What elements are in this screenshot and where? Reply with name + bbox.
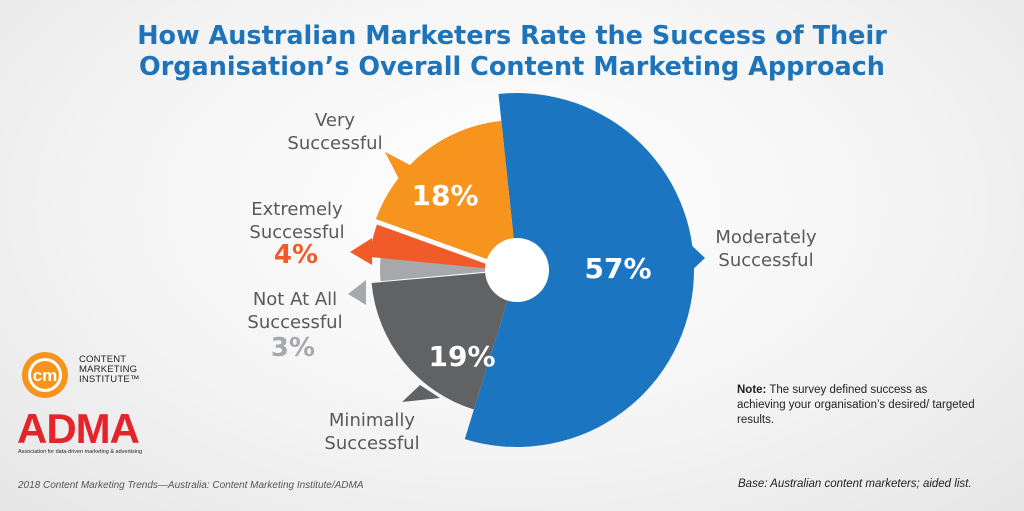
survey-note: Note: The survey defined success as achi…	[737, 383, 977, 428]
value-label-2: 3%	[271, 333, 315, 363]
title-line-1: How Australian Marketers Rate the Succes…	[137, 21, 887, 51]
base-text: Base: Australian content marketers; aide…	[738, 478, 972, 490]
pie-slice-1	[371, 270, 517, 410]
category-label-1-1: Successful	[324, 433, 419, 454]
cmi-line-1: CONTENT	[79, 354, 127, 365]
pie-slice-4	[375, 120, 517, 270]
value-label-3: 4%	[274, 240, 318, 270]
category-label-4-1: Successful	[287, 133, 382, 154]
category-label-2-1: Successful	[247, 312, 342, 333]
cmi-line-3: INSTITUTE™	[79, 374, 140, 385]
source-text: 2018 Content Marketing Trends—Australia:…	[18, 480, 364, 491]
pointer-notatall	[348, 280, 366, 305]
category-label-4-0: Very	[315, 110, 355, 131]
category-label-3-0: Extremely	[251, 199, 343, 220]
pointer-extremely	[350, 238, 372, 265]
pie-center-hole	[485, 238, 549, 302]
chart-title: How Australian Marketers Rate the Succes…	[0, 21, 1024, 83]
category-label-2-0: Not At All	[253, 289, 337, 310]
pie-slice-0	[464, 93, 694, 448]
adma-tagline: Association for data-driven marketing & …	[18, 449, 143, 455]
value-label-1: 19%	[428, 340, 495, 373]
value-label-4: 18%	[411, 179, 478, 212]
cmi-mark: cm	[33, 366, 58, 385]
pointer-moderately	[688, 242, 705, 274]
category-label-0-0: Moderately	[715, 227, 817, 248]
pie-slice-2	[379, 257, 505, 282]
note-bold: Note:	[737, 384, 767, 396]
adma-logo: ADMA	[17, 405, 140, 452]
category-label-0-1: Successful	[718, 250, 813, 271]
title-line-2: Organisation’s Overall Content Marketing…	[139, 52, 885, 82]
pie-slice-3	[369, 224, 503, 270]
note-text: The survey defined success as achieving …	[737, 384, 975, 426]
cmi-line-2: MARKETING	[79, 364, 138, 375]
cmi-logo-text: CONTENT MARKETING INSTITUTE™	[79, 355, 140, 385]
cmi-logo-icon: cm	[22, 352, 68, 398]
category-label-1-0: Minimally	[329, 410, 416, 431]
value-label-0: 57%	[584, 252, 651, 285]
pointer-very	[385, 152, 410, 185]
pointer-minimally	[402, 385, 440, 402]
category-label-3-1: Successful	[249, 222, 344, 243]
